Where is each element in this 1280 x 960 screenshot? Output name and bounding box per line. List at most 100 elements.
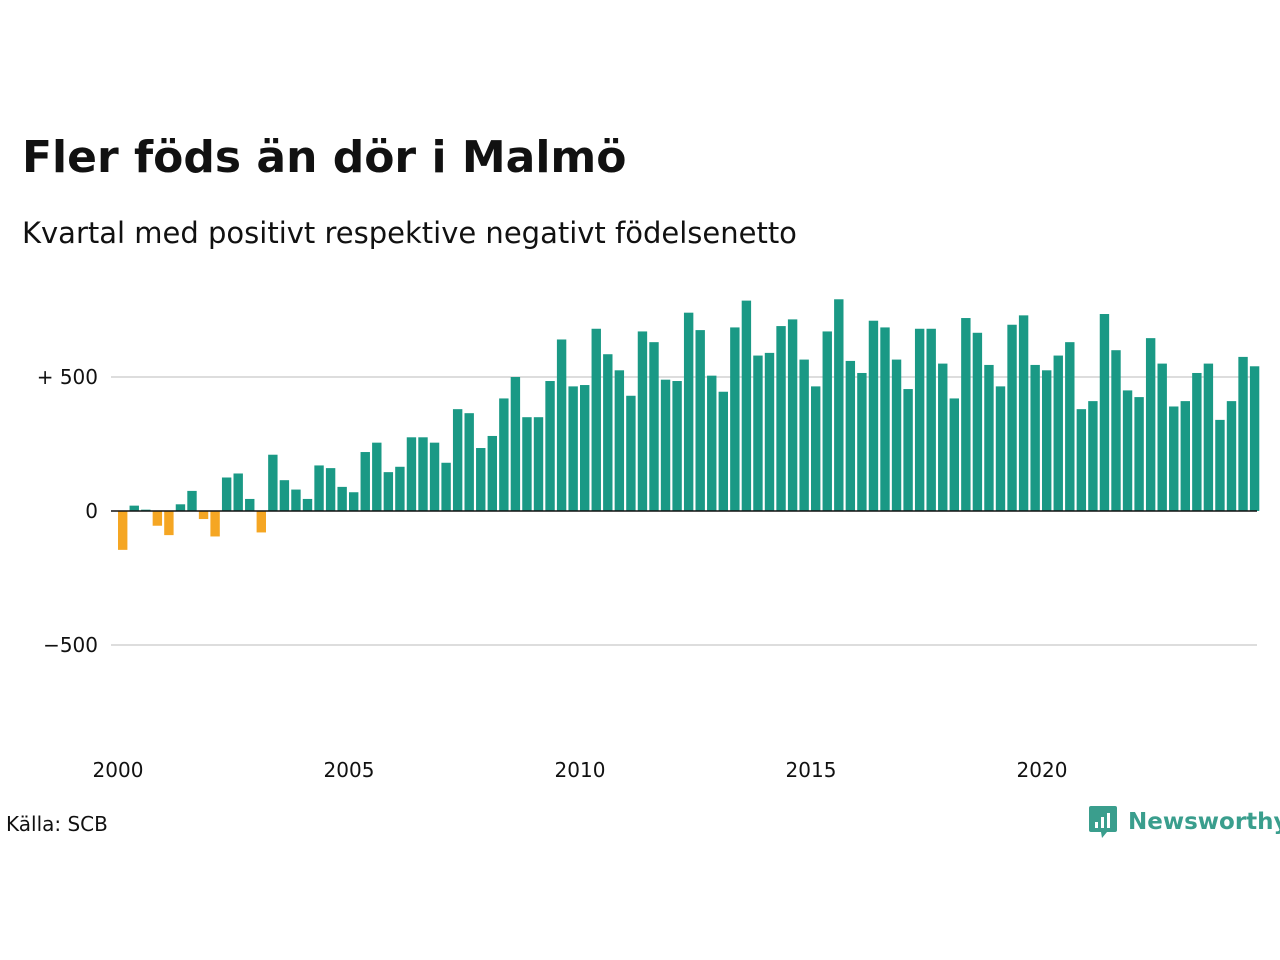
bar-positive [429, 442, 440, 511]
bar-positive [221, 477, 232, 511]
newsworthy-chart-bubble-icon [1089, 806, 1117, 838]
bar-positive [1134, 397, 1144, 511]
bar-positive [1180, 401, 1190, 511]
bar-positive [383, 472, 394, 511]
x-tick-label: 2015 [786, 758, 837, 782]
bar-positive [903, 389, 913, 511]
bar-positive [787, 319, 798, 511]
bar-negative [210, 511, 220, 537]
logo-text: Newsworthy [1128, 809, 1280, 835]
bar-positive [926, 328, 936, 511]
bar-positive [637, 331, 648, 511]
source-note: Källa: SCB [6, 812, 108, 836]
bar-positive [764, 352, 775, 511]
bar-positive [418, 437, 428, 511]
bar-positive [753, 355, 763, 511]
bar-positive [245, 498, 255, 511]
bar-positive [406, 437, 417, 511]
bar-positive [626, 395, 636, 511]
bar-positive [464, 413, 474, 511]
bar-positive [730, 327, 740, 511]
bar-positive [891, 359, 902, 511]
bar-positive [187, 490, 197, 511]
bar-positive [302, 498, 313, 511]
bar-positive [545, 381, 555, 511]
bar-positive [845, 360, 856, 511]
bar-positive [972, 332, 983, 511]
x-tick-label: 2000 [93, 758, 144, 782]
bar-positive [938, 363, 948, 511]
bar-positive [372, 442, 382, 511]
bar-positive [510, 377, 521, 511]
bar-positive [314, 465, 324, 511]
bar-positive [614, 370, 625, 511]
bar-positive [580, 385, 590, 511]
bar-positive [1169, 406, 1179, 511]
bar-positive [776, 326, 786, 511]
bars [111, 299, 1260, 550]
bar-positive [1157, 363, 1167, 511]
bar-positive [268, 454, 278, 511]
bar-positive [914, 328, 925, 511]
bar-positive [834, 299, 844, 511]
bar-positive [741, 300, 752, 511]
bar-positive [949, 398, 959, 511]
x-tick-label: 2020 [1017, 758, 1068, 782]
y-tick-label: + 500 [37, 365, 98, 389]
bar-negative [118, 511, 128, 550]
bar-positive [995, 386, 1006, 511]
bar-positive [349, 492, 359, 511]
bar-positive [452, 409, 463, 511]
bar-positive [522, 417, 532, 511]
bar-positive [868, 320, 879, 511]
bar-positive [660, 379, 671, 511]
bar-positive [1238, 356, 1248, 511]
chart-subtitle: Kvartal med positivt respektive negativt… [22, 216, 797, 250]
bar-positive [499, 398, 509, 511]
bar-positive [1030, 364, 1040, 511]
bar-positive [325, 468, 336, 511]
bar-positive [129, 505, 139, 511]
bar-positive [718, 391, 728, 511]
newsworthy-logo: Newsworthy [1088, 804, 1280, 840]
bar-positive [568, 386, 578, 511]
bar-positive [360, 452, 370, 511]
bar-positive [291, 489, 301, 511]
bar-positive [857, 372, 867, 511]
bar-positive [1111, 350, 1121, 511]
bar-positive [672, 381, 682, 511]
y-tick-label: −500 [43, 633, 98, 657]
bar-positive [603, 354, 613, 511]
bar-positive [799, 359, 809, 511]
bar-positive [649, 342, 659, 511]
bar-positive [476, 448, 486, 511]
bar-positive [811, 386, 821, 511]
bar-positive [1249, 366, 1260, 511]
bar-positive [1018, 315, 1029, 511]
x-tick-label: 2005 [324, 758, 375, 782]
bar-positive [1099, 314, 1110, 511]
bar-positive [533, 417, 544, 511]
bar-positive [1226, 401, 1237, 511]
bar-positive [279, 480, 290, 511]
bar-negative [152, 511, 163, 526]
bar-positive [175, 504, 186, 511]
x-tick-label: 2010 [555, 758, 606, 782]
bar-positive [591, 328, 601, 511]
bar-positive [1122, 390, 1133, 511]
bar-positive [556, 339, 567, 511]
bar-positive [683, 312, 694, 511]
bar-negative [198, 511, 209, 520]
bar-positive [822, 331, 832, 511]
bar-positive [1192, 372, 1202, 511]
bar-negative [256, 511, 266, 533]
bar-positive [395, 466, 405, 511]
bar-positive [441, 462, 451, 511]
bar-positive [487, 435, 497, 511]
y-tick-label: 0 [85, 499, 98, 523]
bar-positive [695, 330, 705, 511]
bar-positive [1065, 342, 1075, 511]
x-axis-ticks: 2000 2005 2010 2015 2020 [93, 758, 1068, 782]
bar-positive [1203, 363, 1214, 511]
